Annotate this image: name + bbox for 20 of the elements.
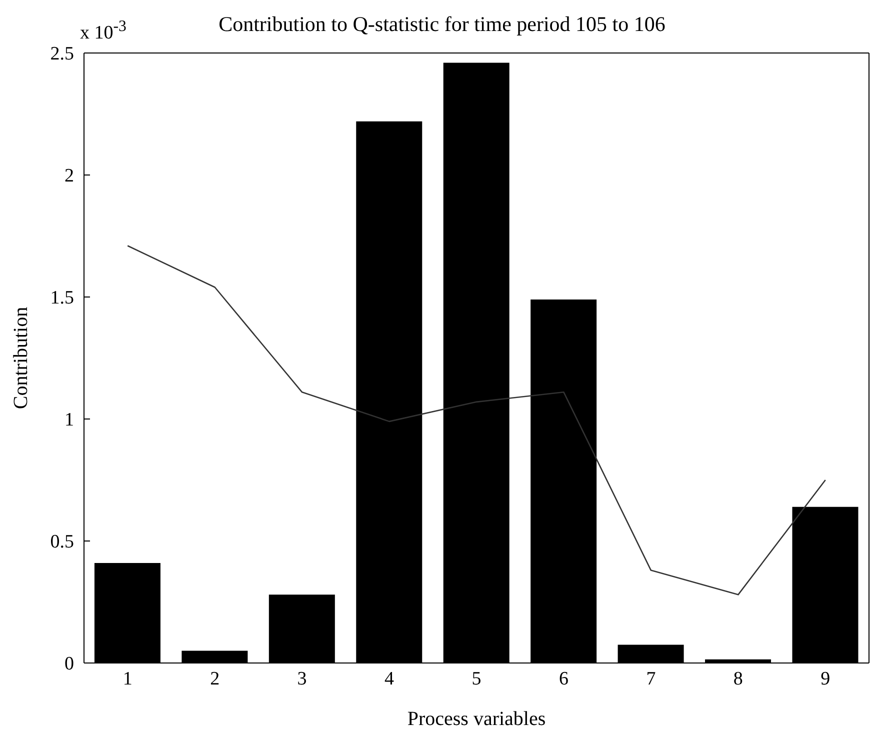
- x-tick-label: 2: [210, 668, 220, 690]
- x-tick-label: 4: [384, 668, 395, 690]
- x-axis-title: Process variables: [407, 708, 546, 730]
- x-tick-label: 9: [820, 668, 830, 690]
- chart-title: Contribution to Q-statistic for time period 105 to 106: [218, 12, 666, 36]
- x-tick-label: 7: [646, 668, 656, 690]
- x-tick-label: 5: [472, 668, 482, 690]
- line-series: [126, 245, 826, 596]
- y-tick-label: 2.5: [50, 44, 74, 65]
- x-tick-label: 6: [558, 668, 568, 690]
- x-tick-label: 3: [297, 668, 307, 690]
- y-tick-label: 0.5: [50, 532, 74, 553]
- x-tick-label: 8: [733, 668, 743, 690]
- y-tick-label: 1.5: [50, 288, 74, 309]
- y-tick-label: 1: [64, 410, 74, 431]
- y-tick-label: 0: [64, 654, 74, 675]
- y-axis-title: Contribution: [10, 306, 32, 410]
- y-tick-label: 2: [64, 166, 74, 187]
- text: x 10$^{-3}$: [80, 18, 126, 44]
- x-tick-label: 1: [122, 668, 132, 690]
